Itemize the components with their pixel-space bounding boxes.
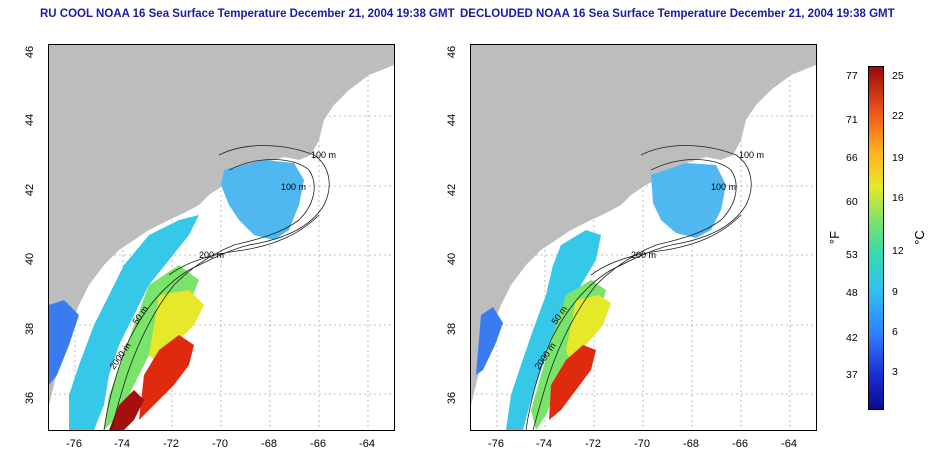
cbar-c-25: 25 [892, 70, 904, 82]
right-xtick-66: -66 [732, 438, 748, 450]
left-sst-hot [109, 390, 144, 430]
left-xtick-64: -64 [359, 438, 375, 450]
right-xtick-74: -74 [536, 438, 552, 450]
cbar-c-22: 22 [892, 110, 904, 122]
right-ytick-38: 38 [446, 322, 458, 336]
right-ytick-36: 36 [446, 391, 458, 405]
left-label-100-a: 100 m [311, 150, 336, 160]
celsius-unit-label: °C [911, 230, 927, 245]
right-sst-gulf [651, 163, 726, 238]
right-ytick-40: 40 [446, 252, 458, 266]
cbar-f-77: 77 [846, 70, 858, 82]
right-land-mass [471, 45, 816, 405]
right-xtick-72: -72 [585, 438, 601, 450]
left-land-mass [49, 45, 394, 405]
cbar-c-16: 16 [892, 192, 904, 204]
left-sst-map: 100 m 100 m 200 m 50 m 2000 m [48, 44, 395, 431]
left-ytick-40: 40 [24, 252, 36, 266]
right-contours [525, 145, 752, 430]
cbar-c-6: 6 [892, 326, 898, 338]
cbar-c-9: 9 [892, 286, 898, 298]
cbar-f-37: 37 [846, 369, 858, 381]
right-sst-west [476, 307, 503, 375]
left-label-200: 200 m [199, 250, 224, 260]
cbar-f-42: 42 [846, 332, 858, 344]
left-xtick-74: -74 [114, 438, 130, 450]
right-map-canvas: 100 m 100 m 200 m 50 m 2000 m [471, 45, 816, 430]
left-ytick-44: 44 [24, 113, 36, 127]
left-map-title: RU COOL NOAA 16 Sea Surface Temperature … [40, 8, 455, 20]
right-label-200: 200 m [631, 250, 656, 260]
left-sst-west [49, 300, 79, 385]
left-label-100-b: 100 m [281, 182, 306, 192]
left-map-canvas: 100 m 100 m 200 m 50 m 2000 m [49, 45, 394, 430]
left-xtick-66: -66 [310, 438, 326, 450]
right-ytick-46: 46 [446, 45, 458, 59]
cbar-c-12: 12 [892, 245, 904, 257]
left-sst-warm [139, 335, 194, 420]
right-label-100-a: 100 m [739, 150, 764, 160]
right-xtick-70: -70 [634, 438, 650, 450]
left-xtick-68: -68 [261, 438, 277, 450]
left-sst-gulf [221, 160, 304, 240]
right-ytick-42: 42 [446, 183, 458, 197]
cbar-f-66: 66 [846, 152, 858, 164]
cbar-f-48: 48 [846, 287, 858, 299]
right-sst-cool [506, 230, 601, 430]
right-xtick-68: -68 [683, 438, 699, 450]
cbar-f-60: 60 [846, 196, 858, 208]
right-sst-warm [549, 345, 596, 420]
fahrenheit-unit-label: °F [827, 230, 843, 245]
right-label-100-b: 100 m [711, 182, 736, 192]
temperature-colorbar [868, 66, 884, 410]
right-xtick-76: -76 [488, 438, 504, 450]
left-ytick-46: 46 [24, 45, 36, 59]
right-map-title: DECLOUDED NOAA 16 Sea Surface Temperatur… [460, 8, 895, 20]
left-ytick-38: 38 [24, 322, 36, 336]
left-xtick-70: -70 [212, 438, 228, 450]
left-sst-yellow [149, 290, 204, 365]
cbar-c-19: 19 [892, 152, 904, 164]
right-sst-map: 100 m 100 m 200 m 50 m 2000 m [470, 44, 817, 431]
cbar-f-53: 53 [846, 249, 858, 261]
left-sst-cool [69, 215, 199, 430]
cbar-c-3: 3 [892, 366, 898, 378]
left-ytick-36: 36 [24, 391, 36, 405]
left-ytick-42: 42 [24, 183, 36, 197]
right-xtick-64: -64 [781, 438, 797, 450]
right-ytick-44: 44 [446, 113, 458, 127]
left-contours [103, 145, 330, 430]
left-xtick-72: -72 [163, 438, 179, 450]
cbar-f-71: 71 [846, 114, 858, 126]
left-xtick-76: -76 [66, 438, 82, 450]
